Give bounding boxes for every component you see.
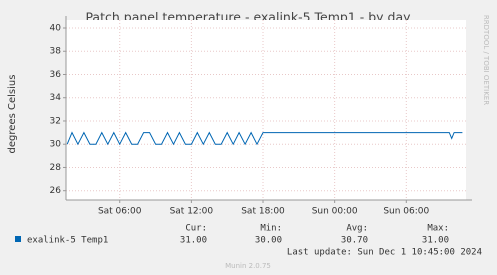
legend-label: exalink-5 Temp1 [27,236,108,246]
x-tick-label: Sat 12:00 [170,207,214,217]
x-tick-label: Sun 06:00 [383,207,429,217]
y-tick-label: 28 [50,163,62,173]
y-axis-label: degrees Celsius [7,75,18,154]
legend-swatch [15,236,21,242]
y-tick-label: 26 [50,186,62,196]
y-tick-label: 40 [50,24,62,34]
stat-header: Avg: [346,224,368,234]
series-line [66,131,463,146]
y-tick-label: 38 [50,47,62,57]
y-tick-label: 34 [50,93,62,103]
stat-value: 31.00 [180,236,207,246]
plot-area [66,20,466,200]
y-tick-label: 30 [50,140,62,150]
stat-header: Cur: [185,224,207,234]
stat-value: 30.70 [341,236,368,246]
side-label: RRDTOOL / TOBI OETIKER [482,15,490,105]
stat-header: Min: [260,224,282,234]
x-tick-label: Sat 06:00 [98,207,142,217]
last-update: Last update: Sun Dec 1 10:45:00 2024 [287,248,482,258]
y-tick-label: 32 [50,116,61,126]
footer: Munin 2.0.75 [225,262,271,270]
x-tick-label: Sat 18:00 [241,207,285,217]
stat-header: Max: [427,224,449,234]
stat-value: 31.00 [422,236,449,246]
x-tick-label: Sun 00:00 [312,207,358,217]
stat-value: 30.00 [255,236,282,246]
y-tick-label: 36 [50,70,62,80]
